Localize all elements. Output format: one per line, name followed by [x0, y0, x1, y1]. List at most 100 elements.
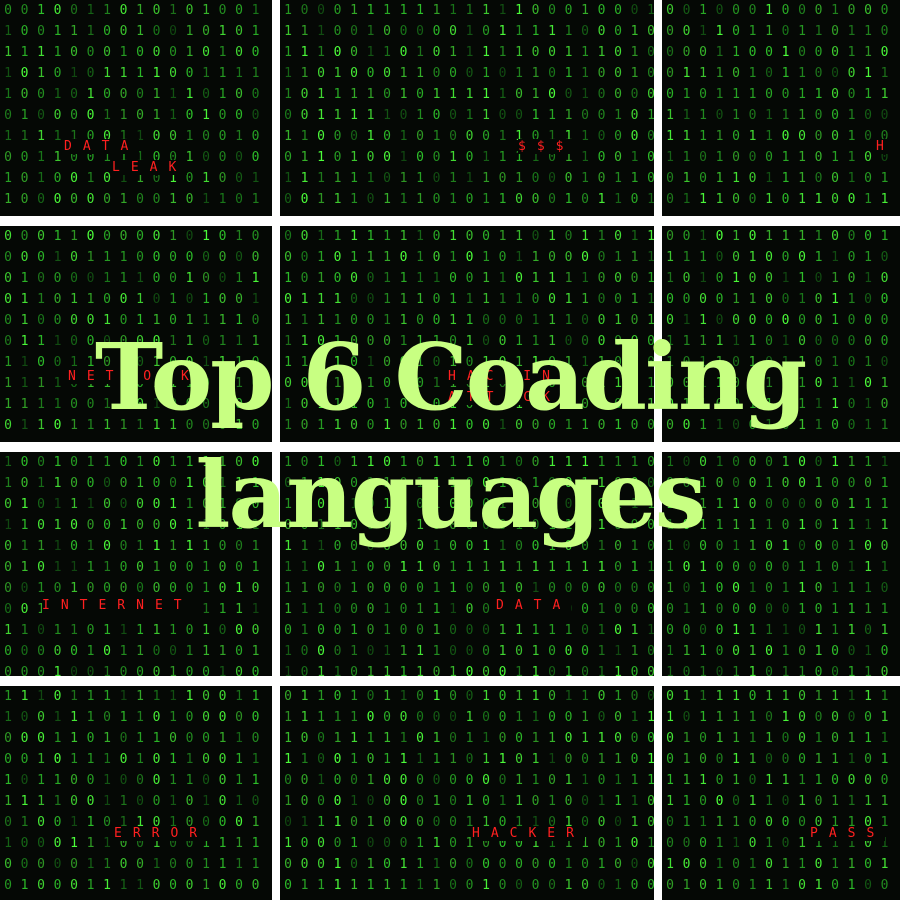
binary-digit: 0 — [666, 87, 674, 102]
binary-digit: 1 — [366, 731, 375, 746]
binary-digit: 0 — [70, 150, 78, 165]
binary-digit: 1 — [864, 731, 872, 746]
binary-digit: 1 — [515, 518, 523, 533]
binary-digit: 1 — [136, 3, 144, 18]
binary-digit: 0 — [4, 644, 12, 659]
binary-digit: 0 — [581, 644, 589, 659]
binary-digit: 0 — [366, 518, 375, 533]
binary-digit: 1 — [218, 24, 227, 39]
binary-digit: 0 — [383, 710, 391, 725]
binary-digit: 0 — [614, 476, 622, 491]
binary-digit: 0 — [300, 229, 309, 244]
binary-digit: 1 — [300, 66, 309, 81]
binary-digit: 0 — [284, 229, 292, 244]
binary-digit: 1 — [814, 87, 823, 102]
binary-digit: 0 — [300, 644, 309, 659]
binary-digit: 0 — [350, 24, 358, 39]
binary-digit: 0 — [732, 560, 740, 575]
binary-digit: 1 — [4, 773, 12, 788]
binary-digit: 0 — [531, 794, 540, 809]
binary-digit: 1 — [666, 455, 674, 470]
binary-digit: 0 — [748, 560, 757, 575]
binary-digit: 1 — [682, 815, 691, 830]
binary-digit: 1 — [847, 129, 856, 144]
binary-digit: 1 — [4, 171, 12, 186]
binary-digit: 0 — [581, 752, 589, 767]
binary-digit: 0 — [666, 192, 674, 207]
binary-digit: 1 — [465, 560, 474, 575]
binary-digit: 1 — [136, 24, 144, 39]
binary-digit: 0 — [383, 539, 391, 554]
binary-digit: 0 — [37, 665, 45, 676]
binary-digit: 0 — [185, 623, 194, 638]
binary-digit: 0 — [235, 24, 243, 39]
binary-digit: 0 — [383, 581, 391, 596]
binary-digit: 1 — [798, 229, 806, 244]
binary-digit: 0 — [465, 129, 474, 144]
binary-digit: 1 — [284, 3, 292, 18]
binary-digit: 1 — [831, 857, 839, 872]
binary-digit: 1 — [20, 623, 29, 638]
binary-digit: 0 — [614, 623, 622, 638]
binary-digit: 1 — [317, 397, 325, 412]
binary-digit: 0 — [169, 397, 177, 412]
binary-digit: 0 — [152, 150, 161, 165]
binary-digit: 0 — [682, 710, 691, 725]
binary-digit: 0 — [86, 192, 95, 207]
binary-digit: 0 — [864, 171, 872, 186]
binary-digit: 1 — [847, 518, 856, 533]
binary-digit: 0 — [880, 878, 889, 893]
binary-digit: 0 — [831, 665, 839, 676]
binary-digit: 1 — [432, 836, 441, 851]
binary-digit: 0 — [20, 773, 29, 788]
binary-digit: 1 — [647, 108, 654, 123]
binary-digit: 0 — [864, 376, 872, 391]
binary-digit: 0 — [399, 45, 408, 60]
binary-digit: 0 — [597, 150, 606, 165]
binary-digit: 0 — [416, 815, 424, 830]
binary-digit: 0 — [630, 3, 639, 18]
binary-digit: 0 — [699, 731, 707, 746]
binary-digit: 0 — [548, 250, 556, 265]
binary-digit: 0 — [4, 150, 12, 165]
binary-digit: 1 — [20, 878, 29, 893]
binary-digit: 0 — [4, 665, 12, 676]
binary-digit: 1 — [202, 836, 210, 851]
binary-digit: 1 — [515, 355, 523, 370]
binary-digit: 0 — [548, 150, 556, 165]
binary-digit: 1 — [597, 355, 606, 370]
binary-digit: 1 — [37, 334, 45, 349]
binary-digit: 0 — [765, 497, 773, 512]
binary-digit: 1 — [432, 497, 441, 512]
binary-digit: 0 — [37, 355, 45, 370]
binary-digit: 1 — [103, 623, 111, 638]
binary-digit: 1 — [4, 24, 12, 39]
binary-digit: 1 — [630, 623, 639, 638]
binary-digit: 0 — [399, 710, 408, 725]
binary-digit: 1 — [748, 355, 757, 370]
binary-digit: 0 — [202, 129, 210, 144]
binary-digit: 0 — [202, 815, 210, 830]
binary-digit: 1 — [432, 689, 441, 704]
binary-digit: 0 — [399, 355, 408, 370]
binary-digit: 0 — [715, 581, 724, 596]
binary-digit: 0 — [202, 731, 210, 746]
binary-digit: 0 — [20, 250, 29, 265]
binary-digit: 1 — [37, 689, 45, 704]
binary-digit: 1 — [218, 334, 227, 349]
binary-digit: 0 — [682, 581, 691, 596]
binary-digit: 0 — [350, 418, 358, 433]
binary-digit: 0 — [498, 108, 507, 123]
binary-digit: 1 — [416, 752, 424, 767]
binary-digit: 0 — [284, 878, 292, 893]
binary-digit: 0 — [515, 539, 523, 554]
binary-digit: 0 — [630, 731, 639, 746]
binary-digit: 1 — [251, 24, 260, 39]
binary-digit: 1 — [284, 794, 292, 809]
binary-digit: 0 — [333, 250, 342, 265]
binary-digit: 1 — [185, 313, 194, 328]
binary-digit: 1 — [53, 794, 62, 809]
binary-digit: 0 — [152, 171, 161, 186]
binary-digit: 1 — [399, 857, 408, 872]
binary-digit: 0 — [300, 455, 309, 470]
